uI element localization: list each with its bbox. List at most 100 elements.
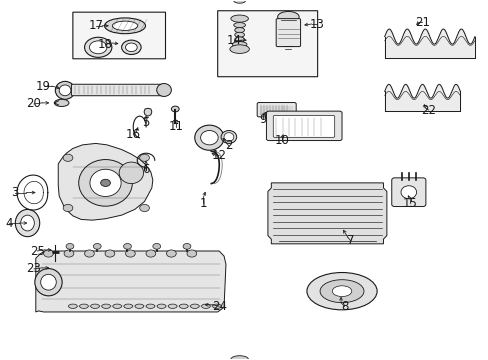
FancyBboxPatch shape (257, 103, 296, 117)
Text: 23: 23 (26, 262, 41, 275)
Ellipse shape (179, 304, 188, 309)
Text: 4: 4 (6, 216, 13, 230)
Ellipse shape (125, 43, 137, 51)
Ellipse shape (234, 28, 244, 33)
Text: 15: 15 (402, 197, 417, 210)
Ellipse shape (234, 32, 244, 37)
Text: 11: 11 (168, 121, 183, 134)
FancyBboxPatch shape (391, 178, 425, 207)
Ellipse shape (63, 204, 73, 212)
Ellipse shape (101, 179, 110, 186)
FancyBboxPatch shape (71, 84, 164, 96)
Ellipse shape (221, 131, 236, 143)
Ellipse shape (122, 40, 141, 54)
Ellipse shape (43, 250, 53, 257)
Ellipse shape (200, 131, 218, 145)
Ellipse shape (84, 250, 94, 257)
Ellipse shape (146, 250, 156, 257)
FancyBboxPatch shape (217, 11, 317, 77)
Ellipse shape (233, 23, 245, 28)
Ellipse shape (212, 304, 221, 309)
Ellipse shape (140, 204, 149, 212)
Ellipse shape (140, 154, 149, 161)
Text: 9: 9 (259, 113, 266, 126)
Text: 10: 10 (274, 134, 289, 147)
Ellipse shape (119, 162, 143, 184)
Ellipse shape (68, 304, 77, 309)
Polygon shape (58, 143, 153, 220)
Ellipse shape (171, 106, 179, 112)
Text: 6: 6 (142, 163, 149, 176)
Text: 7: 7 (346, 234, 354, 247)
Text: 21: 21 (414, 16, 429, 29)
Ellipse shape (234, 37, 244, 42)
Ellipse shape (201, 304, 210, 309)
Text: 14: 14 (226, 33, 241, 47)
Ellipse shape (166, 250, 176, 257)
Text: 22: 22 (421, 104, 435, 117)
Ellipse shape (186, 250, 196, 257)
Ellipse shape (157, 84, 171, 96)
Polygon shape (144, 108, 152, 116)
Ellipse shape (90, 169, 121, 197)
FancyBboxPatch shape (266, 111, 341, 140)
Polygon shape (267, 183, 386, 244)
Text: 8: 8 (340, 300, 347, 313)
Ellipse shape (157, 304, 165, 309)
Text: 25: 25 (30, 244, 44, 257)
Ellipse shape (20, 215, 34, 231)
Text: 1: 1 (199, 197, 206, 210)
FancyBboxPatch shape (73, 12, 165, 59)
Ellipse shape (80, 304, 88, 309)
Text: 17: 17 (88, 19, 103, 32)
FancyBboxPatch shape (276, 19, 300, 46)
Text: 2: 2 (224, 139, 232, 152)
Ellipse shape (112, 21, 138, 31)
Ellipse shape (233, 0, 245, 3)
Ellipse shape (59, 85, 71, 96)
Ellipse shape (123, 304, 132, 309)
Text: 18: 18 (98, 38, 113, 51)
Ellipse shape (190, 304, 199, 309)
Ellipse shape (79, 159, 132, 206)
Ellipse shape (104, 18, 145, 34)
Ellipse shape (168, 304, 177, 309)
Ellipse shape (89, 41, 107, 54)
Ellipse shape (306, 273, 376, 310)
Ellipse shape (55, 81, 75, 99)
Ellipse shape (54, 99, 69, 107)
Ellipse shape (194, 125, 224, 150)
Ellipse shape (277, 12, 299, 22)
Text: 5: 5 (142, 116, 149, 129)
Text: 24: 24 (211, 300, 226, 313)
Text: 3: 3 (12, 186, 19, 199)
Ellipse shape (64, 250, 74, 257)
Ellipse shape (183, 243, 190, 249)
Ellipse shape (153, 243, 160, 249)
Polygon shape (36, 251, 225, 312)
Ellipse shape (102, 304, 110, 309)
Ellipse shape (125, 250, 135, 257)
Ellipse shape (15, 210, 40, 237)
Text: 13: 13 (308, 18, 324, 31)
Ellipse shape (135, 304, 143, 309)
Ellipse shape (63, 154, 73, 161)
Ellipse shape (146, 304, 155, 309)
Ellipse shape (232, 41, 246, 47)
Text: 19: 19 (36, 80, 51, 93)
Ellipse shape (113, 304, 122, 309)
Ellipse shape (84, 37, 112, 57)
Ellipse shape (123, 243, 131, 249)
Ellipse shape (229, 45, 249, 53)
Ellipse shape (105, 250, 115, 257)
Ellipse shape (230, 356, 248, 360)
Text: 20: 20 (26, 98, 41, 111)
Ellipse shape (320, 280, 363, 303)
Ellipse shape (41, 274, 56, 290)
Ellipse shape (90, 304, 99, 309)
Ellipse shape (230, 15, 248, 22)
Ellipse shape (66, 243, 74, 249)
Text: 12: 12 (211, 149, 226, 162)
Ellipse shape (93, 243, 101, 249)
Ellipse shape (35, 269, 62, 296)
